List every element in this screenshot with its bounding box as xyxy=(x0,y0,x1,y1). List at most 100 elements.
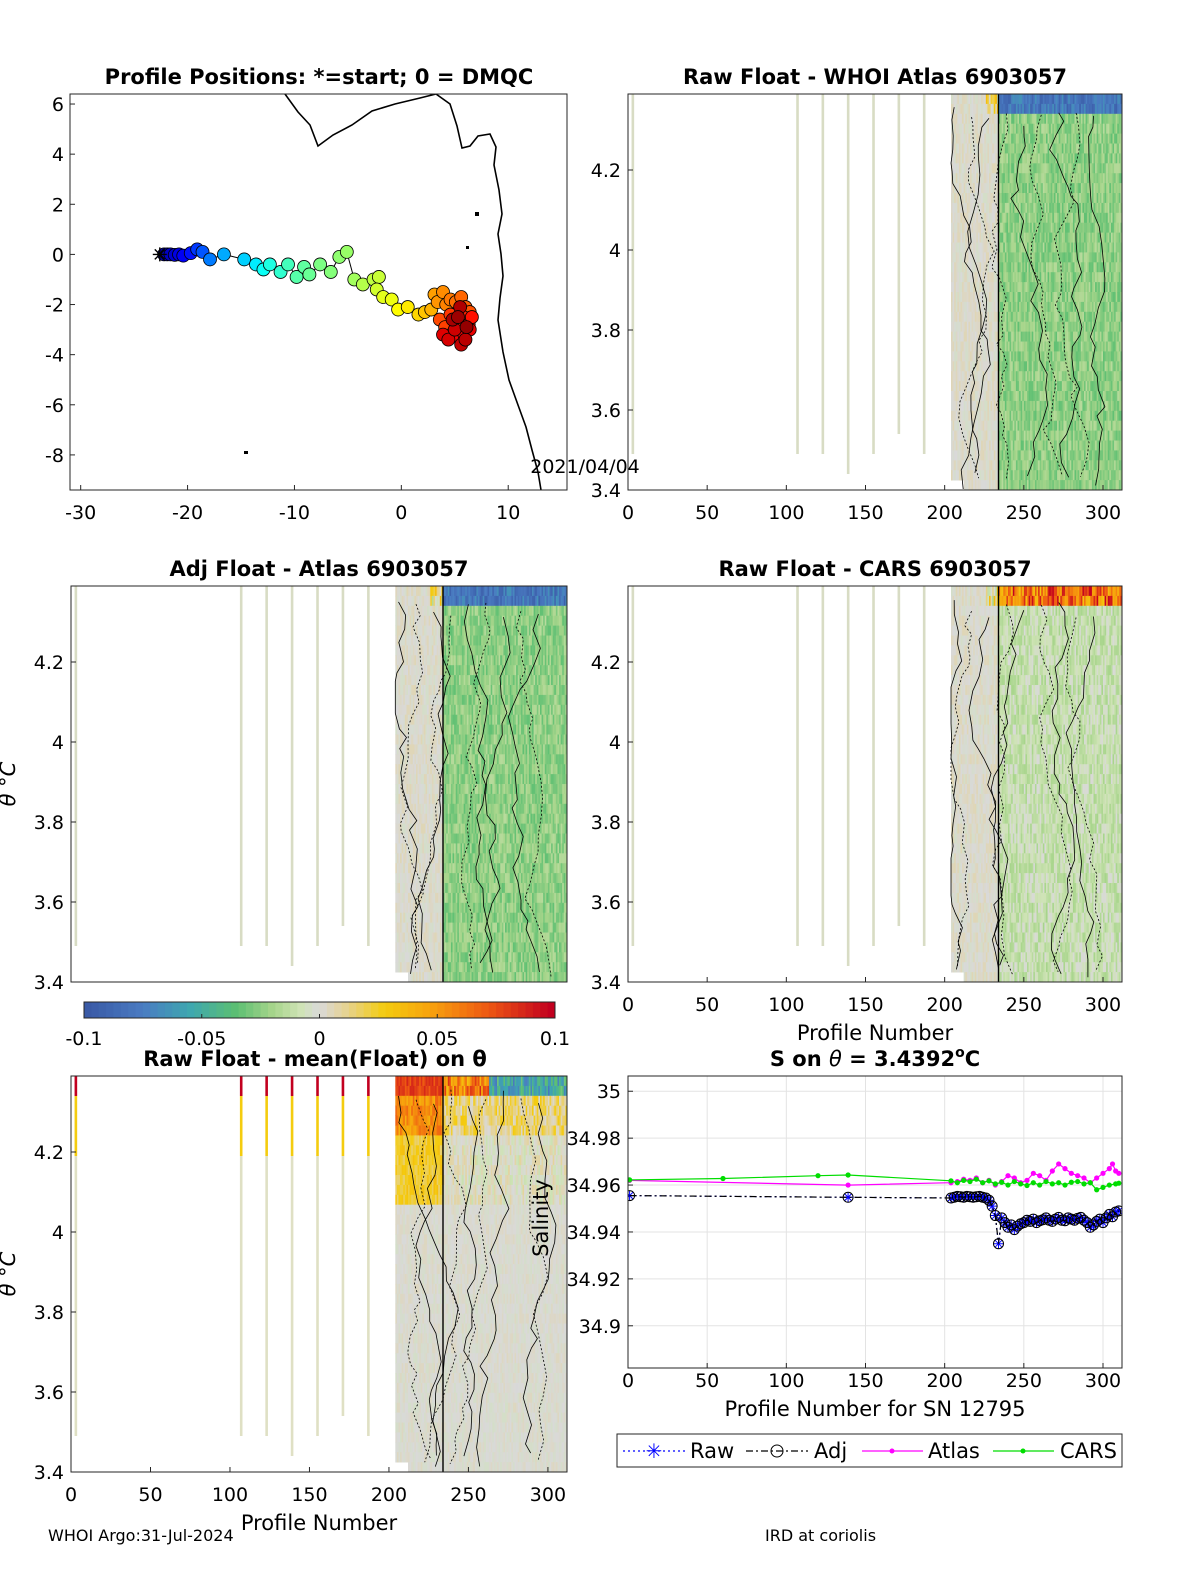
heat-cell xyxy=(1019,292,1022,303)
heat-cell xyxy=(398,813,401,824)
heat-cell xyxy=(958,183,961,194)
heat-cell xyxy=(1055,183,1058,194)
heat-cell xyxy=(1034,193,1037,204)
heat-cell xyxy=(1112,430,1115,441)
heat-cell xyxy=(1074,103,1077,115)
heat-cell xyxy=(968,371,971,382)
heat-cell xyxy=(952,321,955,332)
heat-cell xyxy=(1096,430,1099,441)
contour-line xyxy=(991,113,1009,479)
heat-cell xyxy=(974,252,977,263)
heat-cell xyxy=(1050,351,1053,362)
heat-cell xyxy=(1055,301,1058,313)
heat-cell xyxy=(404,813,407,824)
heat-cell xyxy=(1052,173,1055,184)
heat-cell xyxy=(1015,183,1018,194)
heat-cell xyxy=(1025,202,1028,214)
heat-cell xyxy=(971,262,974,273)
heat-cell xyxy=(1096,321,1099,332)
heat-cell xyxy=(1068,391,1071,402)
heat-cell xyxy=(965,202,968,214)
heat-cell xyxy=(1053,242,1056,253)
heat-cell xyxy=(411,645,414,656)
heat-cell xyxy=(979,212,982,224)
heat-cell xyxy=(998,371,1001,382)
heat-cell xyxy=(966,222,969,233)
heat-cell xyxy=(1085,123,1088,134)
coastline xyxy=(244,94,542,490)
heat-cell xyxy=(995,480,998,490)
heat-cell xyxy=(1042,183,1045,194)
heat-cell xyxy=(965,153,968,164)
heat-cell xyxy=(415,665,418,676)
heat-cell xyxy=(1003,331,1006,342)
heat-cell xyxy=(1096,351,1099,362)
heat-cell xyxy=(409,952,412,963)
heat-cell xyxy=(1022,301,1025,313)
position-point xyxy=(459,320,474,334)
heat-cell xyxy=(1025,311,1028,323)
heat-cell xyxy=(1091,173,1094,184)
heat-cell xyxy=(958,420,961,431)
heat-cell xyxy=(1107,351,1110,362)
heat-cell xyxy=(990,163,993,174)
heat-cell xyxy=(1084,143,1086,154)
heat-cell xyxy=(1068,94,1071,105)
heat-cell xyxy=(1080,410,1083,422)
heat-cell xyxy=(1003,252,1006,263)
heat-cell xyxy=(982,153,985,164)
heat-cell xyxy=(990,123,993,134)
heat-cell xyxy=(1112,460,1115,471)
heat-cell xyxy=(1118,480,1121,490)
heat-cell xyxy=(1031,470,1034,481)
heat-cell xyxy=(1110,341,1113,352)
heat-cell xyxy=(1028,361,1031,372)
heat-cell xyxy=(1120,440,1122,451)
heat-cell xyxy=(1022,133,1025,144)
heat-cell xyxy=(400,853,403,864)
heat-cell xyxy=(1009,341,1012,352)
heat-cell xyxy=(1055,292,1058,303)
heat-cell xyxy=(954,163,957,174)
heat-cell xyxy=(1000,430,1003,441)
heat-cell xyxy=(951,420,953,431)
heat-cell xyxy=(1087,301,1090,313)
heat-cell xyxy=(1114,381,1117,392)
heat-cell xyxy=(408,615,411,626)
heat-cell xyxy=(403,803,406,815)
heat-cell xyxy=(1080,133,1083,144)
heat-cell xyxy=(1087,282,1090,293)
heat-cell xyxy=(989,153,991,164)
heat-cell xyxy=(1041,143,1044,154)
heat-cell xyxy=(1009,163,1012,174)
heat-cell xyxy=(974,232,977,243)
heat-cell xyxy=(1077,311,1080,323)
heat-cell xyxy=(1115,420,1118,431)
heat-cell xyxy=(966,133,969,144)
heat-cell xyxy=(1000,351,1003,362)
heat-cell xyxy=(1072,123,1075,134)
heat-cell xyxy=(977,381,980,392)
heat-cell xyxy=(408,853,411,864)
heat-cell xyxy=(1009,331,1012,342)
heat-cell xyxy=(1068,480,1071,490)
heat-cell xyxy=(408,823,411,834)
heat-cell xyxy=(1027,331,1029,342)
heat-cell xyxy=(414,694,417,706)
heat-cell xyxy=(952,420,955,431)
heat-cell xyxy=(979,470,982,481)
heat-cell xyxy=(970,381,972,392)
heat-cell xyxy=(958,133,961,144)
heat-cell xyxy=(1020,282,1023,293)
heat-cell xyxy=(1039,311,1042,323)
heat-cell xyxy=(1049,222,1052,233)
heat-cell xyxy=(960,331,963,342)
heat-cell xyxy=(1069,440,1072,451)
heat-cell xyxy=(960,321,963,332)
heat-cell xyxy=(1069,212,1072,224)
heat-cell xyxy=(1063,331,1066,342)
heat-cell xyxy=(1095,371,1098,382)
heat-cell xyxy=(1009,123,1012,134)
heat-cell xyxy=(1050,94,1053,105)
heat-cell xyxy=(1027,351,1029,362)
